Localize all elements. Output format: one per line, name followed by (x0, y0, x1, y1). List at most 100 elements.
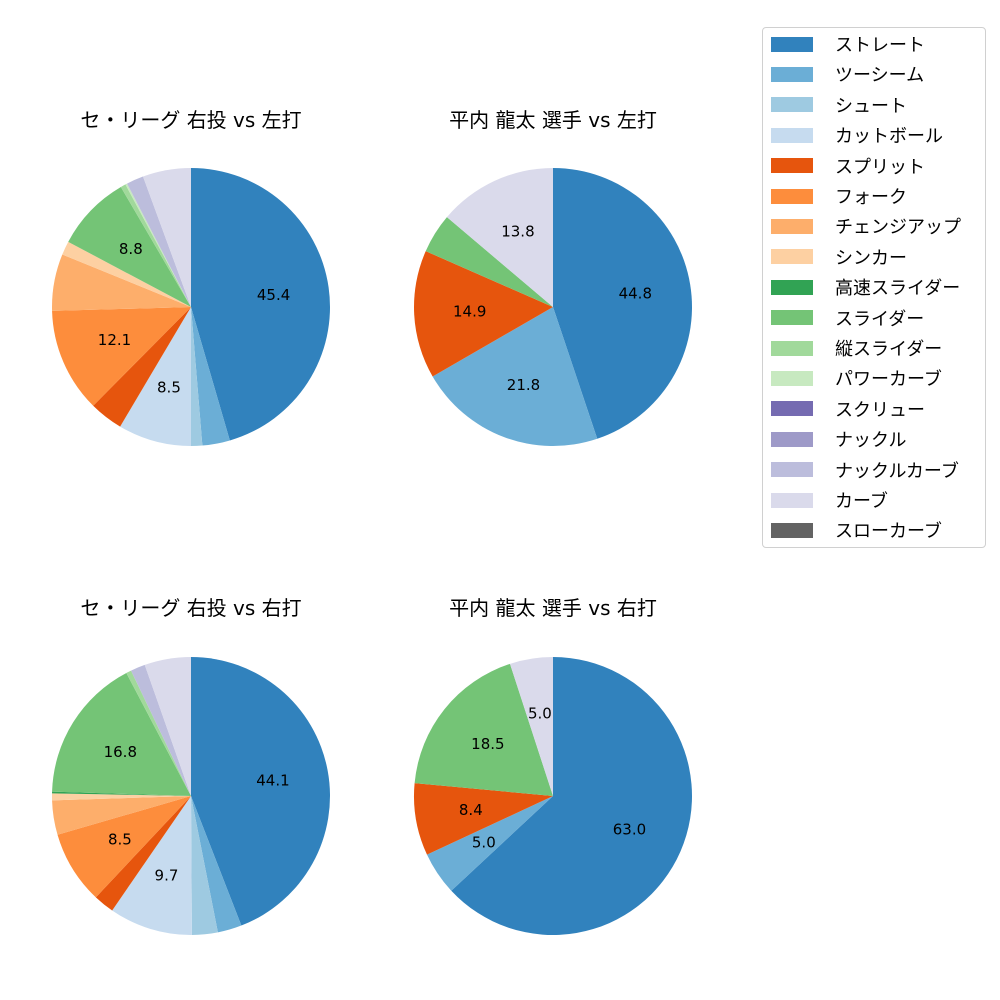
chart-title: セ・リーグ 右投 vs 左打 (80, 108, 302, 132)
pie-slice (426, 796, 553, 891)
legend-label: ナックル (835, 430, 907, 452)
pie-slice (126, 670, 191, 796)
slice-label: 5.0 (472, 834, 496, 852)
legend-label: パワーカーブ (835, 369, 942, 391)
legend-swatch (771, 401, 813, 417)
pie-slice (425, 217, 553, 307)
pie-slice (62, 241, 191, 307)
legend-swatch (771, 462, 813, 478)
legend-label: スプリット (835, 156, 925, 178)
legend-item: スローカーブ (771, 520, 942, 543)
pie-slice (191, 307, 230, 446)
legend-item: パワーカーブ (771, 368, 942, 391)
legend-swatch (771, 218, 813, 234)
slice-label: 44.1 (256, 772, 289, 790)
legend-swatch (771, 36, 813, 52)
legend-swatch (771, 158, 813, 174)
pie-slice (131, 664, 191, 796)
pie-slice (413, 251, 553, 377)
pie-slice (191, 657, 330, 926)
pie-slice (191, 796, 242, 933)
legend-item: ナックルカーブ (771, 460, 959, 482)
legend-swatch (771, 522, 813, 538)
slice-label: 14.9 (453, 303, 486, 321)
legend-label: ツーシーム (835, 65, 925, 87)
legend-swatch (771, 370, 813, 386)
slice-label: 44.8 (619, 285, 652, 303)
legend-item: ストレート (771, 34, 925, 56)
slice-label: 18.5 (471, 735, 504, 753)
pie-slice (414, 663, 553, 796)
pie-slice (127, 176, 191, 307)
legend-item: カーブ (771, 490, 888, 512)
legend-label: カットボール (835, 126, 943, 148)
pie-slice (52, 796, 191, 835)
legend-swatch (771, 97, 813, 113)
legend-label: シンカー (835, 247, 907, 269)
pie-slice (553, 168, 693, 439)
pie-slice (414, 783, 553, 855)
legend-item: スプリット (771, 156, 925, 178)
legend-item: シンカー (771, 247, 907, 269)
legend-swatch (771, 127, 813, 143)
legend-item: 縦スライダー (771, 338, 943, 360)
pie-slice (191, 796, 218, 935)
pie-slice (432, 307, 598, 446)
legend-item: ツーシーム (771, 64, 925, 87)
pie-slice (125, 183, 191, 307)
slice-label: 13.8 (501, 222, 534, 240)
legend-item: 高速スライダー (771, 277, 961, 300)
pie-slice (451, 657, 692, 935)
slice-label: 45.4 (257, 286, 290, 304)
legend-label: フォーク (835, 187, 907, 208)
chart-title: 平内 龍太 選手 vs 右打 (449, 596, 657, 620)
legend-item: シュート (771, 95, 907, 117)
legend-label: チェンジアップ (835, 217, 961, 239)
slice-label: 8.4 (459, 801, 483, 819)
pie-slice (191, 168, 331, 441)
legend-item: スクリュー (771, 399, 925, 421)
slice-label: 5.0 (528, 705, 552, 723)
pie-slice (95, 796, 191, 911)
legend-swatch (771, 279, 813, 295)
slice-label: 63.0 (613, 820, 646, 838)
legend-swatch (771, 310, 813, 326)
legend-swatch (771, 340, 813, 356)
slice-label: 21.8 (507, 376, 540, 394)
pie-slice (510, 657, 553, 796)
legend-label: 高速スライダー (835, 278, 961, 300)
legend-item: カットボール (771, 125, 943, 148)
pie-slice (191, 307, 203, 446)
legend-swatch (771, 249, 813, 265)
pie-slice (57, 796, 191, 898)
legend-label: ストレート (835, 35, 925, 56)
chart-title: 平内 龍太 選手 vs 左打 (449, 108, 657, 132)
pie-slice (93, 307, 191, 427)
pie-slice (144, 657, 191, 796)
legend-swatch (771, 492, 813, 508)
slice-label: 12.1 (98, 331, 131, 349)
chart-title: セ・リーグ 右投 vs 右打 (80, 596, 302, 620)
pie-slice (112, 796, 192, 935)
legend-label: スクリュー (835, 399, 925, 421)
legend-label: スローカーブ (835, 521, 942, 543)
legend-label: シュート (835, 95, 907, 117)
legend-label: 縦スライダー (835, 339, 943, 360)
pie-slice (52, 791, 192, 796)
legend-item: スライダー (771, 308, 924, 330)
pie-slice (52, 254, 191, 311)
legend: ストレートツーシームシュートカットボール スプリットフォークチェンジアップ シンカー… (762, 27, 986, 548)
legend-swatch (771, 188, 813, 204)
pie-slice (52, 672, 191, 796)
pie-slice (68, 186, 191, 307)
legend-item: フォーク (771, 186, 907, 208)
legend-swatch (771, 66, 813, 82)
pie-slice (120, 184, 191, 307)
legend-label: カーブ (835, 491, 888, 512)
slice-label: 8.8 (119, 240, 143, 258)
legend-label: ナックルカーブ (835, 460, 959, 482)
slice-label: 16.8 (104, 743, 137, 761)
